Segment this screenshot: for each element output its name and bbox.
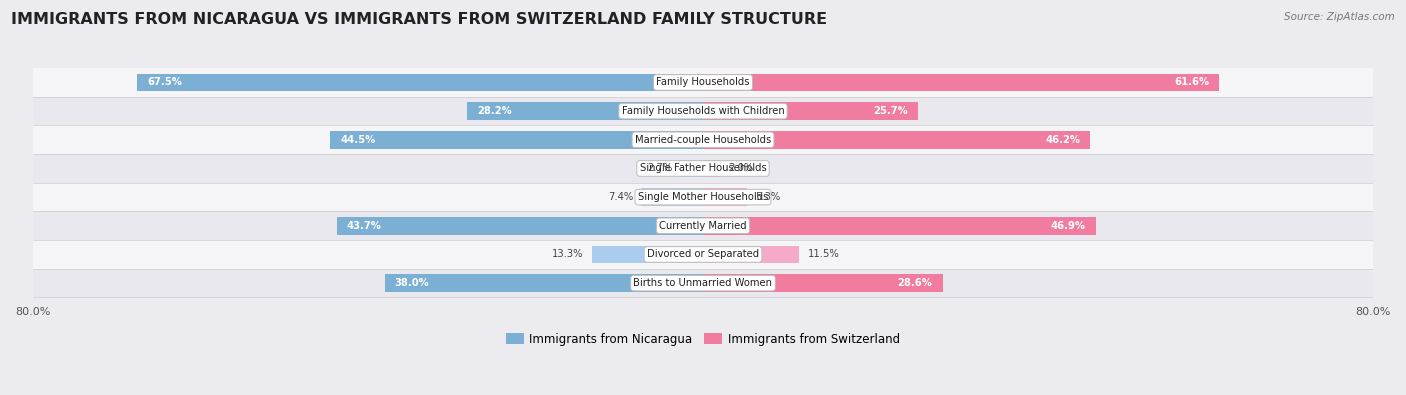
Text: 46.9%: 46.9% <box>1050 221 1085 231</box>
Bar <box>641 188 703 206</box>
Text: IMMIGRANTS FROM NICARAGUA VS IMMIGRANTS FROM SWITZERLAND FAMILY STRUCTURE: IMMIGRANTS FROM NICARAGUA VS IMMIGRANTS … <box>11 12 827 27</box>
Text: 13.3%: 13.3% <box>553 250 583 260</box>
Bar <box>32 269 1374 297</box>
Bar <box>703 160 720 177</box>
Text: 2.7%: 2.7% <box>647 164 672 173</box>
Text: 44.5%: 44.5% <box>340 135 375 145</box>
Text: 7.4%: 7.4% <box>607 192 633 202</box>
Text: 11.5%: 11.5% <box>807 250 839 260</box>
Bar <box>703 102 918 120</box>
Text: 25.7%: 25.7% <box>873 106 908 116</box>
Text: Currently Married: Currently Married <box>659 221 747 231</box>
Text: 28.6%: 28.6% <box>897 278 932 288</box>
Bar <box>385 274 703 292</box>
Bar <box>337 217 703 235</box>
Text: Single Father Households: Single Father Households <box>640 164 766 173</box>
Text: 43.7%: 43.7% <box>347 221 382 231</box>
Text: 46.2%: 46.2% <box>1045 135 1080 145</box>
Bar <box>703 274 942 292</box>
Bar <box>592 246 703 263</box>
Bar <box>703 217 1095 235</box>
Bar <box>703 131 1090 149</box>
Bar <box>330 131 703 149</box>
Bar <box>138 73 703 91</box>
Text: Births to Unmarried Women: Births to Unmarried Women <box>634 278 772 288</box>
Text: Source: ZipAtlas.com: Source: ZipAtlas.com <box>1284 12 1395 22</box>
Bar <box>32 97 1374 126</box>
Text: 61.6%: 61.6% <box>1174 77 1209 87</box>
Text: 5.3%: 5.3% <box>755 192 780 202</box>
Text: Divorced or Separated: Divorced or Separated <box>647 250 759 260</box>
Bar <box>32 211 1374 240</box>
Text: 28.2%: 28.2% <box>477 106 512 116</box>
Bar <box>32 240 1374 269</box>
Text: Family Households with Children: Family Households with Children <box>621 106 785 116</box>
Bar <box>32 126 1374 154</box>
Text: 67.5%: 67.5% <box>148 77 183 87</box>
Bar <box>32 183 1374 211</box>
Text: Married-couple Households: Married-couple Households <box>636 135 770 145</box>
Text: 38.0%: 38.0% <box>395 278 429 288</box>
Text: Family Households: Family Households <box>657 77 749 87</box>
Bar <box>703 246 800 263</box>
Bar <box>703 188 748 206</box>
Bar <box>681 160 703 177</box>
Bar <box>703 73 1219 91</box>
Text: 2.0%: 2.0% <box>728 164 754 173</box>
Text: Single Mother Households: Single Mother Households <box>638 192 768 202</box>
Bar <box>467 102 703 120</box>
Bar <box>32 68 1374 97</box>
Legend: Immigrants from Nicaragua, Immigrants from Switzerland: Immigrants from Nicaragua, Immigrants fr… <box>501 328 905 350</box>
Bar <box>32 154 1374 183</box>
